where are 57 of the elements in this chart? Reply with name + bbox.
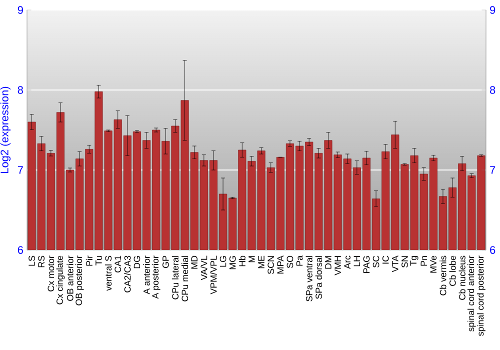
x-tick-label: SCN bbox=[268, 256, 274, 274]
x-tick-label: CPu medial bbox=[181, 256, 188, 302]
x-tick-label: ME bbox=[258, 256, 264, 268]
x-tick-label: CA2/CA3 bbox=[124, 256, 131, 292]
x-tick-label: Cb lobe bbox=[449, 256, 456, 286]
x-tick-label: MVe bbox=[430, 256, 437, 273]
x-tick-label: Cx motor bbox=[48, 256, 54, 292]
y-tick-label: 7 bbox=[18, 166, 23, 174]
x-tick-label: LH bbox=[354, 256, 360, 266]
x-tick-label: Arc bbox=[344, 256, 350, 269]
x-tick-label: spinal cord anterior bbox=[467, 256, 476, 332]
x-tick-label: Hb bbox=[238, 256, 246, 266]
x-tick-label: MD bbox=[191, 256, 198, 269]
x-tick-label: LG bbox=[220, 256, 226, 267]
x-tick-label: SO bbox=[286, 256, 294, 268]
y-tick-label: 9 bbox=[18, 6, 23, 14]
x-tick-label: OB posterior bbox=[75, 256, 84, 306]
y2-tick-label: 6 bbox=[490, 246, 496, 254]
x-tick-label: Pir bbox=[86, 256, 92, 266]
x-tick-label: RS bbox=[38, 256, 45, 268]
x-tick-label: SPa dorsal bbox=[315, 256, 322, 299]
x-tick-label: GP bbox=[162, 256, 169, 268]
x-tick-label: MPA bbox=[277, 255, 284, 274]
x-tick-label: Cx cingulate bbox=[56, 256, 65, 304]
x-tick-label: VTA bbox=[392, 255, 398, 272]
x-tick-label: ventral S bbox=[104, 256, 112, 291]
x-tick-label: SPa ventral bbox=[306, 256, 312, 302]
x-tick-label: A anterior bbox=[143, 256, 150, 294]
x-tick-label: Cb nucleus bbox=[458, 256, 466, 300]
x-tick-label: Tg bbox=[410, 256, 418, 266]
x-tick-label: Cb vermis bbox=[440, 256, 446, 296]
x-tick-label: VPM/VPL bbox=[210, 256, 217, 294]
y2-tick-label: 9 bbox=[490, 6, 496, 14]
x-tick-label: VMH bbox=[334, 256, 341, 276]
y-tick-label: 6 bbox=[18, 246, 23, 254]
x-tick-label: DG bbox=[134, 256, 140, 268]
y-axis-title: Log2 (expression) bbox=[0, 86, 11, 173]
x-tick-label: SC bbox=[372, 256, 380, 268]
x-tick-label: LS bbox=[28, 256, 35, 266]
x-tick-label: Pa bbox=[296, 255, 303, 266]
x-tick-label: DM bbox=[325, 256, 332, 269]
x-tick-label: spinal cord posterior bbox=[477, 256, 486, 336]
x-tick-label: MG bbox=[229, 256, 236, 270]
x-tick-label: Pn bbox=[420, 256, 427, 266]
y-tick-label: 8 bbox=[18, 86, 23, 94]
x-tick-label: OB anterior bbox=[66, 256, 74, 301]
x-tick-label: VA/VL bbox=[200, 256, 208, 280]
y2-tick-label: 8 bbox=[490, 86, 496, 94]
x-tick-label: SN bbox=[402, 256, 408, 268]
x-tick-label: CA1 bbox=[114, 256, 122, 272]
y2-tick-label: 7 bbox=[490, 166, 496, 174]
x-tick-label: PAG bbox=[363, 256, 370, 273]
x-tick-label: Tu bbox=[96, 256, 102, 266]
x-tick-label: IC bbox=[382, 256, 389, 264]
x-tick-label: A posterior bbox=[152, 256, 160, 299]
x-tick-label: M bbox=[248, 256, 255, 262]
x-tick-label: CPu lateral bbox=[172, 256, 179, 300]
